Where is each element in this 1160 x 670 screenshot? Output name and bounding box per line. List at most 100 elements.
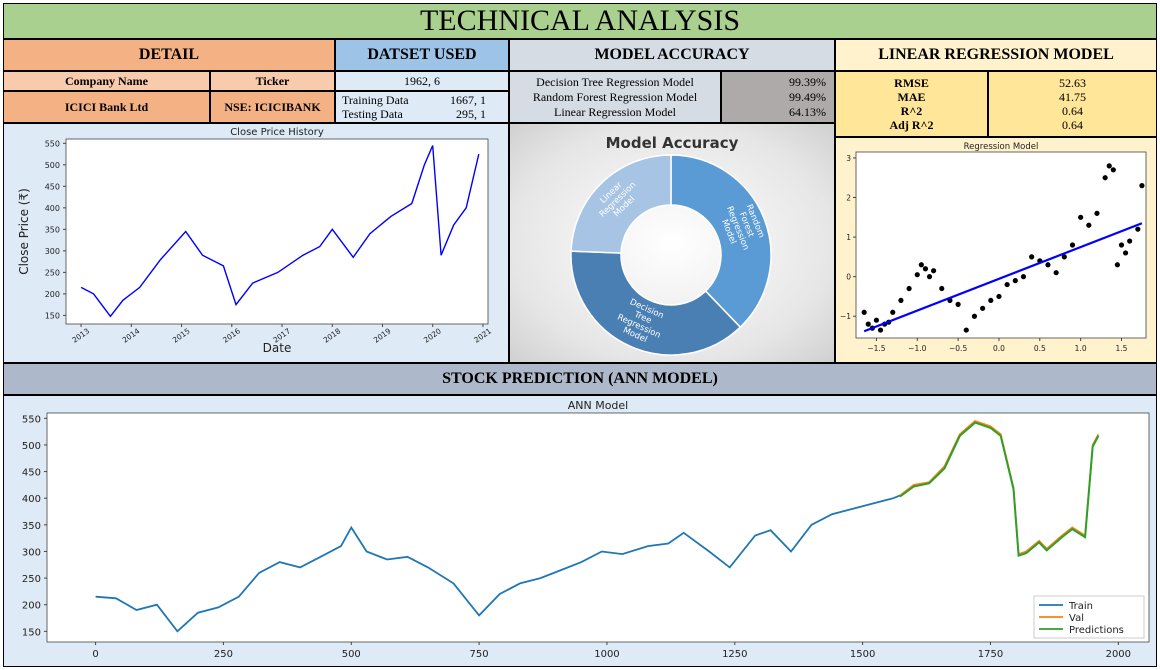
scatter-point [1086, 222, 1092, 228]
scatter-point [1053, 270, 1059, 276]
model-accuracy-header: MODEL ACCURACY [509, 39, 835, 71]
lr-metric-value: 41.75 [1059, 90, 1086, 104]
x-tick-label: 250 [214, 649, 233, 660]
scatter-point [1139, 183, 1145, 189]
model-accuracy-panel: Model Accuracy RandomForestRegressionMode… [509, 123, 835, 363]
model-accuracy-chart: Model AccuracyRandomForestRegressionMode… [570, 134, 772, 356]
scatter-point [955, 301, 961, 307]
y-tick-label: 450 [45, 182, 60, 191]
scatter-point [865, 321, 871, 327]
plot-area [855, 151, 1147, 339]
donut-slice [570, 250, 742, 356]
scatter-point [988, 297, 994, 304]
close-price-line [80, 145, 480, 318]
x-tick-label: 2021 [472, 326, 493, 344]
chart-title: Model Accuracy [606, 134, 739, 152]
scatter-point [1069, 242, 1076, 248]
regression-chart: Regression Model −1.5 −1.0 −0.5 0.0 0.5 1.0 1.5… [840, 142, 1147, 353]
stock-prediction-header: STOCK PREDICTION (ANN MODEL) [3, 363, 1157, 395]
dataset-shape: 1962, 6 [335, 71, 509, 91]
lr-metric-value: 0.64 [1062, 104, 1083, 118]
scatter-point [1029, 254, 1035, 260]
donut-slice [570, 154, 672, 254]
y-tick-label: 350 [45, 225, 60, 234]
scatter-point [1061, 254, 1067, 260]
lr-metric-name: RMSE [894, 76, 929, 90]
scatter-point [963, 327, 969, 333]
x-tick-label: −1.5 [867, 344, 885, 353]
x-tick-label: 1000 [594, 649, 619, 660]
y-tick-label: 450 [22, 468, 41, 479]
model-accuracy-names: Decision Tree Regression Model Random Fo… [509, 71, 721, 123]
y-tick-label: 150 [45, 311, 60, 320]
scatter-point [1102, 175, 1108, 181]
scatter-point [1127, 238, 1133, 244]
x-tick-label: 2019 [372, 326, 393, 344]
series-line-train [95, 494, 901, 633]
accuracy-row-name: Decision Tree Regression Model [536, 75, 694, 89]
y-tick-label: 350 [22, 521, 41, 532]
scatter-point [931, 268, 937, 274]
scatter-point [1045, 262, 1051, 268]
plot-area [46, 412, 1150, 643]
y-tick-label: 250 [22, 574, 41, 585]
x-axis-label: Date [263, 341, 292, 355]
legend-label: Val [1069, 613, 1084, 624]
chart-title: ANN Model [568, 399, 629, 412]
linear-regression-header: LINEAR REGRESSION MODEL [835, 39, 1157, 71]
ann-chart: ANN Model 0 250 500 750 1000 1250 1500 1750 2000 1… [22, 399, 1150, 660]
x-tick-label: 2018 [322, 326, 343, 344]
detail-header: DETAIL [3, 39, 335, 71]
scatter-point [1122, 250, 1129, 256]
x-tick-label: 2014 [121, 326, 142, 344]
scatter-point [1094, 210, 1100, 216]
lr-metric-values: 52.63 41.75 0.64 0.64 [988, 71, 1157, 137]
x-tick-label: 2020 [422, 326, 443, 344]
page-title: TECHNICAL ANALYSIS [3, 3, 1157, 39]
y-tick-label: 550 [45, 139, 60, 148]
x-tick-label: 0.5 [1034, 344, 1046, 353]
model-accuracy-values: 99.39% 99.49% 64.13% [721, 71, 835, 123]
company-name-label: Company Name [3, 71, 210, 91]
chart-title: Regression Model [964, 142, 1039, 152]
scatter-point [1114, 262, 1121, 268]
x-tick-label: −0.5 [949, 344, 967, 353]
x-tick-label: 750 [470, 649, 489, 660]
y-tick-label: 1 [846, 233, 851, 242]
y-tick-label: 250 [45, 268, 60, 277]
y-tick-label: 400 [45, 204, 60, 213]
x-tick-label: 2013 [70, 326, 91, 344]
close-price-chart: Close Price History 150 200 250 300 350 400 450… [17, 127, 493, 355]
scatter-point [890, 309, 896, 315]
company-name-value: ICICI Bank Ltd [3, 91, 210, 123]
legend-label: Predictions [1069, 625, 1124, 636]
accuracy-row-value: 99.39% [789, 75, 826, 89]
series-line-predictions [899, 421, 1100, 558]
scatter-point [1012, 278, 1018, 284]
y-tick-label: −1 [840, 312, 851, 321]
x-tick-label: 1250 [722, 649, 747, 660]
x-tick-label: 1500 [850, 649, 875, 660]
scatter-point [918, 262, 924, 268]
scatter-point [980, 305, 986, 311]
y-axis-label: Close Price (₹) [17, 188, 31, 275]
lr-metric-value: 0.64 [1062, 118, 1083, 132]
close-price-panel: Close Price History 150 200 250 300 350 400 450… [3, 123, 509, 363]
scatter-point [1135, 226, 1141, 232]
y-tick-label: 2 [846, 194, 851, 203]
y-tick-label: 300 [22, 547, 41, 558]
lr-metric-name: MAE [897, 90, 926, 104]
x-tick-label: 2000 [1106, 649, 1131, 660]
y-tick-label: 200 [22, 601, 41, 612]
x-tick-label: −1.0 [908, 344, 926, 353]
testing-label: Testing Data [342, 107, 403, 121]
ticker-label: Ticker [210, 71, 335, 91]
accuracy-row-value: 99.49% [789, 90, 826, 104]
x-tick-label: 1.0 [1075, 344, 1087, 353]
lr-metric-name: R^2 [900, 104, 923, 118]
scatter-point [914, 272, 920, 278]
accuracy-row-name: Random Forest Regression Model [532, 90, 698, 104]
lr-metric-names: RMSE MAE R^2 Adj R^2 [835, 71, 988, 137]
scatter-point [971, 313, 978, 319]
x-tick-label: 500 [342, 649, 361, 660]
